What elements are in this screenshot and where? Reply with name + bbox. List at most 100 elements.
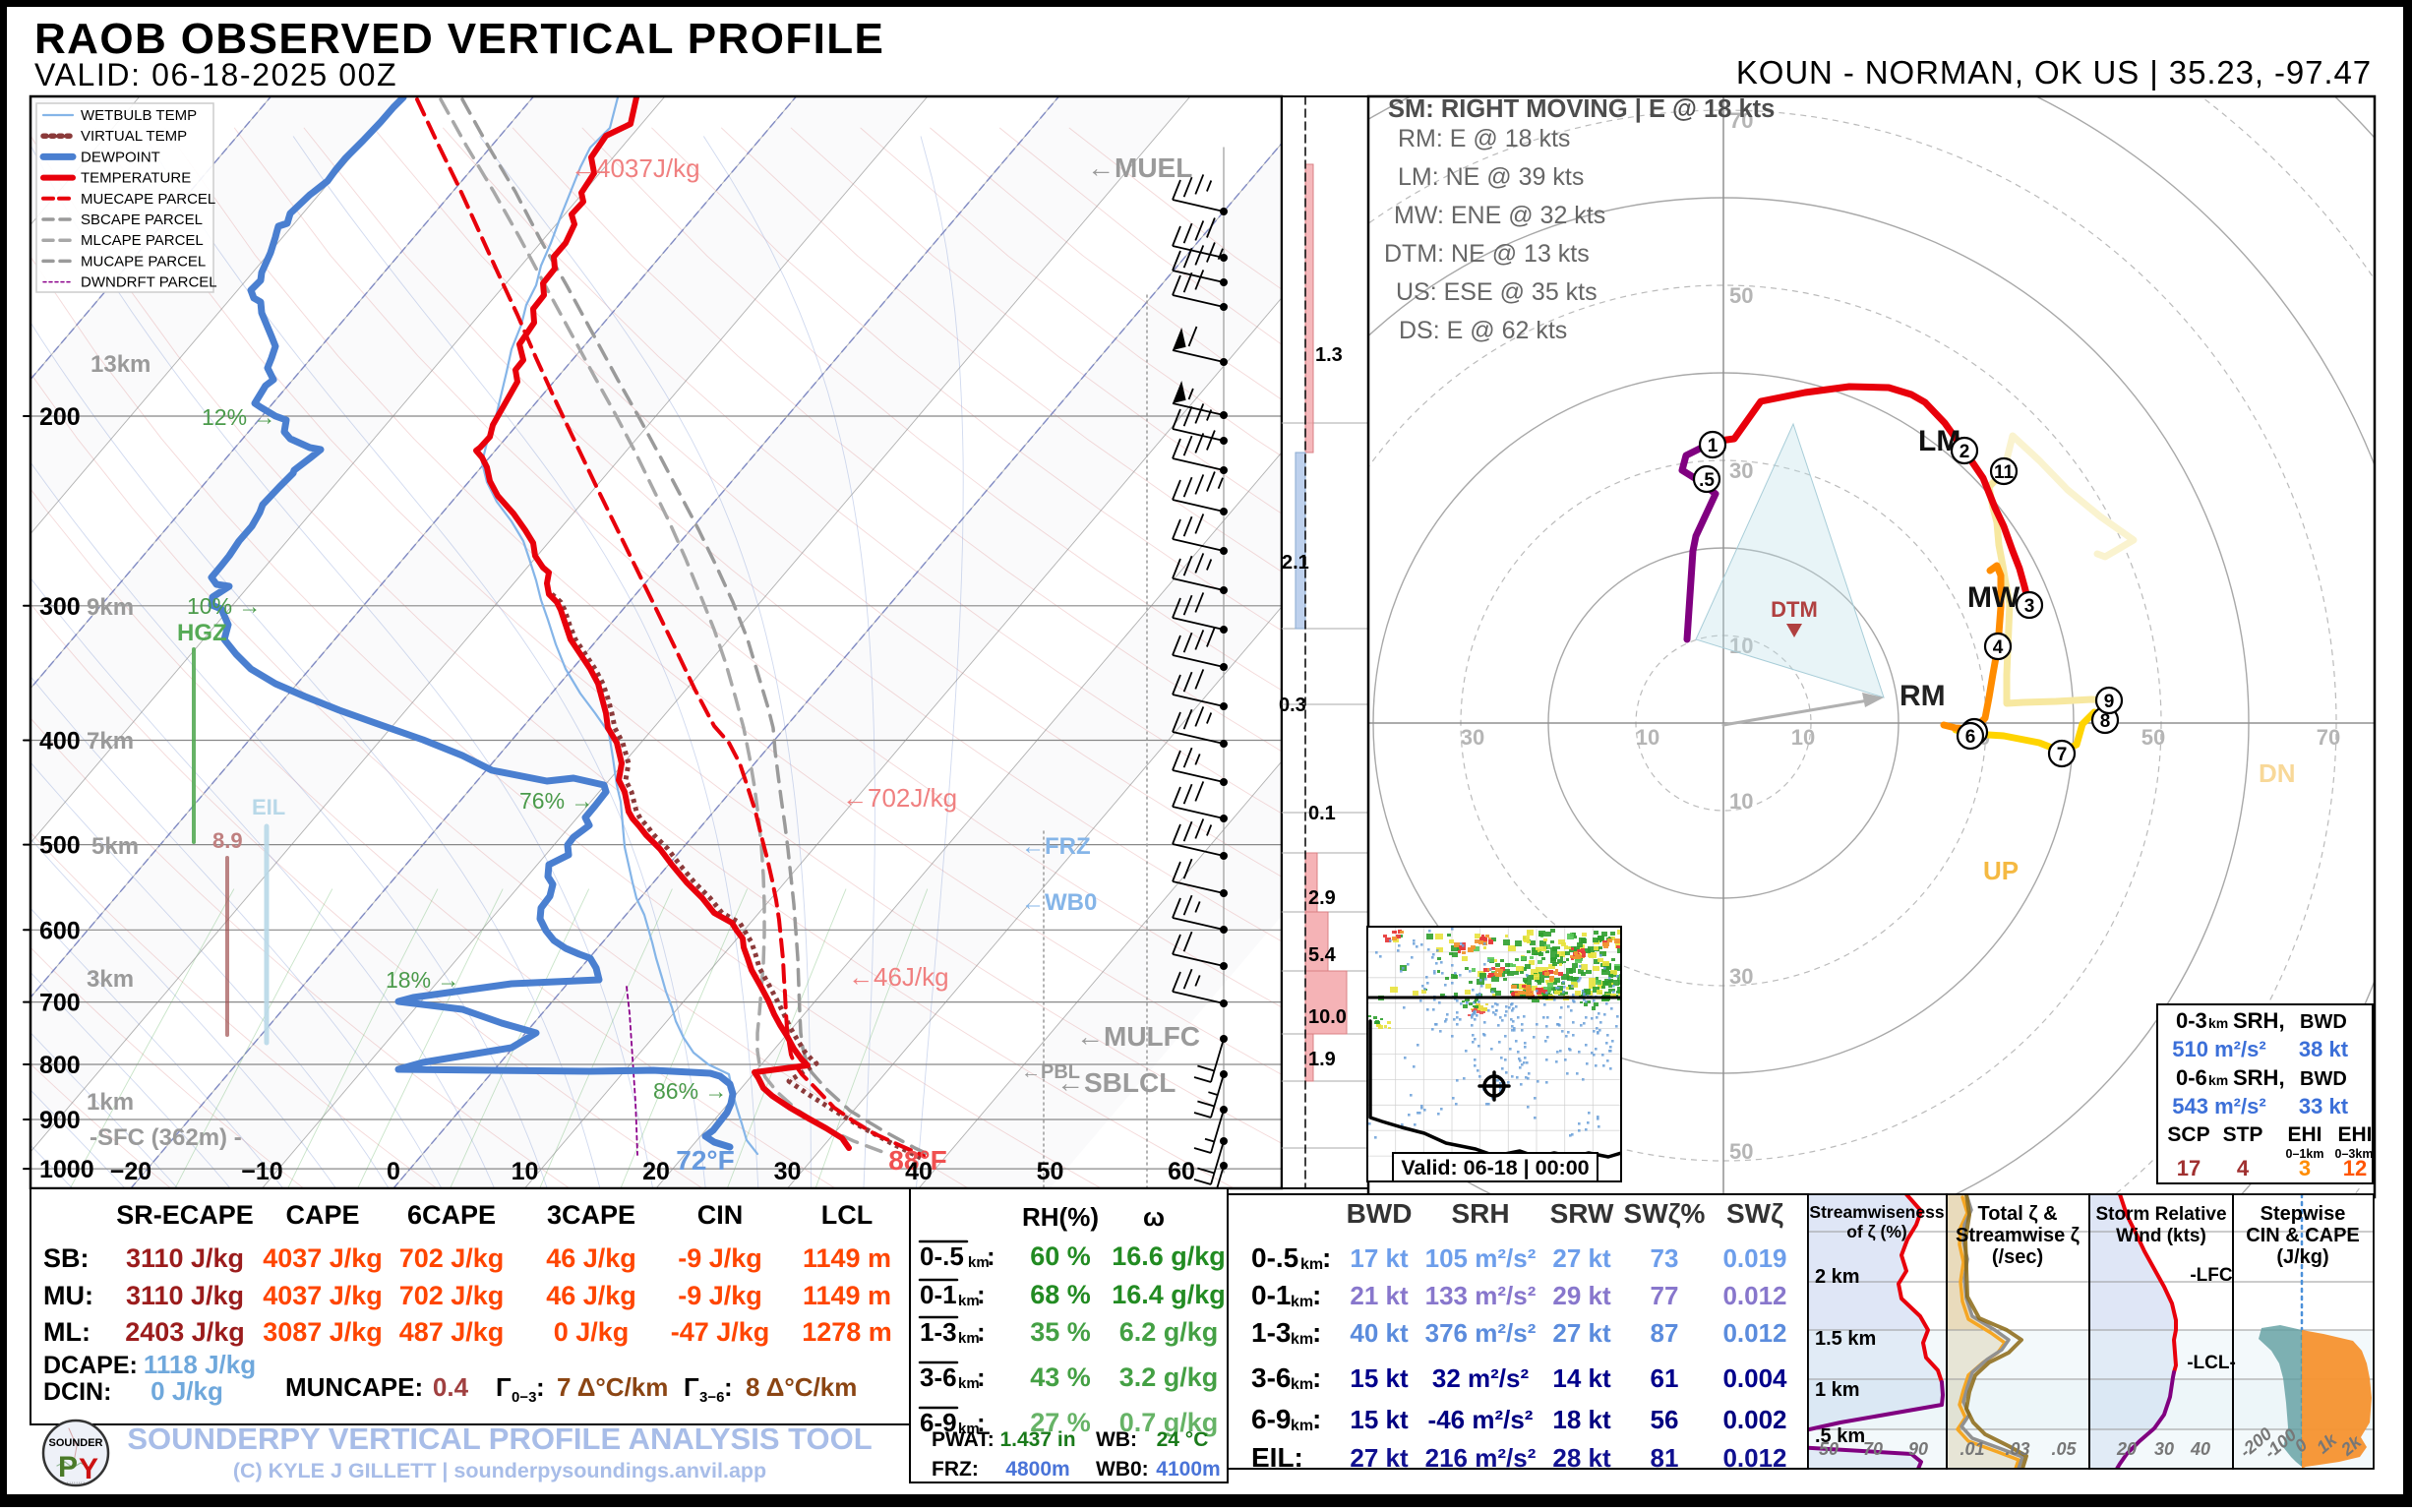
svg-text:14 kt: 14 kt bbox=[1552, 1363, 1611, 1393]
svg-text:RH(%): RH(%) bbox=[1022, 1202, 1099, 1232]
svg-text:MUCAPE PARCEL: MUCAPE PARCEL bbox=[81, 253, 206, 270]
svg-text:SBCAPE PARCEL: SBCAPE PARCEL bbox=[81, 212, 203, 228]
svg-text:SRH,: SRH, bbox=[2233, 1008, 2285, 1033]
svg-text:543 m²/s²: 543 m²/s² bbox=[2172, 1094, 2265, 1119]
svg-text:40: 40 bbox=[2190, 1439, 2210, 1459]
svg-text:0.012: 0.012 bbox=[1722, 1281, 1786, 1310]
svg-text:←702J/kg: ←702J/kg bbox=[842, 783, 957, 813]
svg-text:81: 81 bbox=[1651, 1443, 1679, 1473]
svg-text:5km: 5km bbox=[91, 833, 139, 860]
svg-text:68 %: 68 % bbox=[1030, 1280, 1091, 1309]
svg-text:5.4: 5.4 bbox=[1308, 944, 1337, 966]
svg-text:.03: .03 bbox=[2005, 1439, 2029, 1459]
svg-text:200: 200 bbox=[39, 403, 81, 431]
svg-text:SRH,: SRH, bbox=[2233, 1065, 2285, 1090]
svg-text:15 kt: 15 kt bbox=[1350, 1405, 1409, 1434]
svg-text:←46J/kg: ←46J/kg bbox=[848, 962, 949, 992]
svg-text:UP: UP bbox=[1983, 856, 2019, 885]
svg-text:30: 30 bbox=[2154, 1439, 2174, 1459]
svg-text:km: km bbox=[1300, 1256, 1323, 1273]
svg-text:11: 11 bbox=[1994, 462, 2015, 483]
svg-text:Streamwise ζ: Streamwise ζ bbox=[1956, 1225, 2080, 1246]
svg-text:10.0: 10.0 bbox=[1308, 1006, 1347, 1028]
svg-text:PWAT:: PWAT: bbox=[932, 1428, 995, 1451]
svg-text:SM: RIGHT MOVING | E @ 18 kts: SM: RIGHT MOVING | E @ 18 kts bbox=[1388, 95, 1775, 123]
svg-text:35 %: 35 % bbox=[1030, 1317, 1091, 1347]
svg-text:7 Δ°C/km: 7 Δ°C/km bbox=[557, 1372, 668, 1402]
svg-text:km: km bbox=[958, 1293, 980, 1309]
svg-text:30: 30 bbox=[1729, 964, 1753, 989]
svg-text:4800m: 4800m bbox=[1005, 1458, 1069, 1481]
svg-text:3.2 g/kg: 3.2 g/kg bbox=[1119, 1362, 1219, 1392]
svg-text:HGZ: HGZ bbox=[177, 620, 227, 646]
svg-text:133 m²/s²: 133 m²/s² bbox=[1425, 1281, 1537, 1310]
svg-text:−20: −20 bbox=[110, 1158, 151, 1185]
svg-text:LCL: LCL bbox=[821, 1200, 873, 1230]
svg-text:DN: DN bbox=[2259, 758, 2296, 788]
svg-text:-SFC (362m) -: -SFC (362m) - bbox=[90, 1124, 242, 1151]
svg-text:50: 50 bbox=[1729, 283, 1753, 308]
svg-text:30: 30 bbox=[1729, 458, 1753, 483]
svg-text:VALID: 06-18-2025 00Z: VALID: 06-18-2025 00Z bbox=[34, 57, 397, 92]
svg-text:1149 m: 1149 m bbox=[803, 1281, 891, 1310]
svg-text:Valid: 06-18 | 00:00: Valid: 06-18 | 00:00 bbox=[1401, 1156, 1589, 1179]
svg-text:STP: STP bbox=[2223, 1123, 2263, 1146]
svg-text:MUECAPE PARCEL: MUECAPE PARCEL bbox=[81, 191, 215, 208]
svg-text:Γ: Γ bbox=[496, 1372, 512, 1402]
svg-text:487 J/kg: 487 J/kg bbox=[399, 1317, 505, 1347]
svg-text:CAPE: CAPE bbox=[285, 1200, 359, 1230]
svg-text:8 Δ°C/km: 8 Δ°C/km bbox=[746, 1372, 857, 1402]
svg-text:3−6: 3−6 bbox=[699, 1389, 724, 1406]
svg-text:216 m²/s²: 216 m²/s² bbox=[1425, 1443, 1537, 1473]
svg-text:ω: ω bbox=[1143, 1202, 1165, 1232]
svg-text:43 %: 43 % bbox=[1030, 1362, 1091, 1392]
svg-text:.05: .05 bbox=[2051, 1439, 2077, 1459]
svg-text:56: 56 bbox=[1651, 1405, 1679, 1434]
svg-text:SWζ: SWζ bbox=[1726, 1198, 1783, 1229]
svg-text:VIRTUAL TEMP: VIRTUAL TEMP bbox=[81, 128, 187, 145]
svg-text:376 m²/s²: 376 m²/s² bbox=[1425, 1318, 1537, 1348]
svg-text:SWζ%: SWζ% bbox=[1624, 1198, 1706, 1229]
svg-text:Wind (kts): Wind (kts) bbox=[2116, 1226, 2206, 1246]
svg-text:1118 J/kg: 1118 J/kg bbox=[144, 1350, 256, 1379]
svg-text:10: 10 bbox=[1729, 634, 1753, 658]
svg-text:40 kt: 40 kt bbox=[1350, 1318, 1409, 1348]
svg-text:500: 500 bbox=[39, 832, 81, 860]
svg-text::: : bbox=[724, 1372, 733, 1402]
svg-text:6: 6 bbox=[1965, 727, 1976, 748]
svg-text:87: 87 bbox=[1651, 1318, 1679, 1348]
svg-text:0–3km: 0–3km bbox=[2335, 1147, 2374, 1161]
svg-text:km: km bbox=[2208, 1015, 2228, 1031]
svg-text:6.2 g/kg: 6.2 g/kg bbox=[1119, 1317, 1219, 1347]
svg-text:3087 J/kg: 3087 J/kg bbox=[263, 1317, 383, 1347]
svg-text:105 m²/s²: 105 m²/s² bbox=[1425, 1243, 1537, 1273]
svg-text:←SBLCL: ←SBLCL bbox=[1056, 1067, 1176, 1098]
svg-text:90: 90 bbox=[1908, 1439, 1928, 1459]
svg-text:(C) KYLE J GILLETT | sounderpy: (C) KYLE J GILLETT | sounderpysoundings.… bbox=[233, 1459, 766, 1482]
svg-text:3km: 3km bbox=[87, 966, 134, 993]
svg-text:0: 0 bbox=[387, 1158, 400, 1185]
svg-text:.01: .01 bbox=[1960, 1439, 1984, 1459]
svg-text:km: km bbox=[1291, 1294, 1313, 1310]
svg-text:(/sec): (/sec) bbox=[1992, 1246, 2043, 1268]
svg-text:km: km bbox=[2208, 1072, 2228, 1088]
svg-text:18 kt: 18 kt bbox=[1552, 1405, 1611, 1434]
svg-text:16.4 g/kg: 16.4 g/kg bbox=[1112, 1280, 1226, 1309]
svg-text:70: 70 bbox=[1863, 1439, 1883, 1459]
svg-text:SOUNDER: SOUNDER bbox=[48, 1437, 102, 1449]
svg-text:km: km bbox=[958, 1421, 980, 1437]
svg-text:510 m²/s²: 510 m²/s² bbox=[2172, 1037, 2265, 1061]
svg-text:DEWPOINT: DEWPOINT bbox=[81, 149, 160, 165]
svg-text:-LFC: -LFC bbox=[2190, 1265, 2233, 1286]
svg-text:DCAPE:: DCAPE: bbox=[43, 1352, 138, 1379]
svg-text:Γ: Γ bbox=[684, 1372, 699, 1402]
svg-text:0-.5: 0-.5 bbox=[920, 1241, 964, 1271]
svg-text:SRH: SRH bbox=[1451, 1198, 1509, 1229]
svg-text:RM: RM bbox=[1899, 680, 1946, 712]
svg-text::: : bbox=[977, 1408, 986, 1437]
svg-text:CIN: CIN bbox=[697, 1200, 744, 1230]
svg-text:-47 J/kg: -47 J/kg bbox=[671, 1317, 770, 1347]
svg-text:km: km bbox=[1291, 1376, 1313, 1393]
svg-text:13km: 13km bbox=[90, 351, 151, 378]
svg-text:Storm Relative: Storm Relative bbox=[2095, 1204, 2226, 1225]
